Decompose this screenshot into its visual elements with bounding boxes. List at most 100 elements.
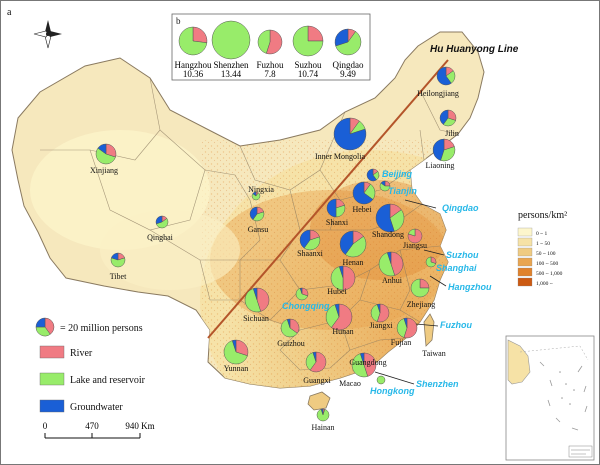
province-pie-shandong bbox=[376, 204, 404, 232]
province-label-anhui: Anhui bbox=[382, 276, 403, 285]
density-swatch-5 bbox=[518, 278, 532, 286]
inset-city-value-shenzhen: 13.44 bbox=[221, 69, 242, 79]
province-pie-qinghai bbox=[156, 216, 168, 228]
density-swatch-3 bbox=[518, 258, 532, 266]
province-pie-jiangxi bbox=[371, 304, 389, 322]
province-pie-guangxi bbox=[306, 352, 326, 372]
city-label-chongqing: Chongqing bbox=[282, 301, 330, 311]
density-class-label-4: 500 ~ 1,000 bbox=[536, 271, 563, 277]
province-pie-zhejiang bbox=[411, 279, 429, 297]
province-label-gansu: Gansu bbox=[248, 225, 268, 234]
density-legend-title: persons/km² bbox=[518, 210, 567, 221]
province-label-shandong: Shandong bbox=[372, 230, 404, 239]
inset-city-value-fuzhou: 7.8 bbox=[264, 69, 276, 79]
city-label-suzhou: Suzhou bbox=[446, 250, 479, 260]
province-label-fujian: Fujian bbox=[391, 338, 411, 347]
city-label-shenzhen: Shenzhen bbox=[416, 379, 459, 389]
density-swatch-2 bbox=[518, 248, 532, 256]
province-pie-shanghai bbox=[426, 257, 436, 267]
city-label-qingdao: Qingdao bbox=[442, 203, 479, 213]
province-pie-guizhou bbox=[281, 319, 299, 337]
province-label-tibet: Tibet bbox=[110, 272, 127, 281]
map-figure: Hu Huanyong Line a b Hangzhou 10.36 Shenzh… bbox=[0, 0, 600, 465]
inset-pie-shenzhen bbox=[212, 21, 250, 59]
province-label-hebei: Hebei bbox=[352, 205, 372, 214]
legend-example-pie bbox=[36, 318, 54, 336]
province-label-shaanxi: Shaanxi bbox=[297, 249, 324, 258]
province-label-yunnan: Yunnan bbox=[224, 364, 248, 373]
province-label-heilongjiang: Heilongjiang bbox=[417, 89, 459, 98]
hongkong-pie bbox=[377, 376, 385, 384]
province-label-jiangxi: Jiangxi bbox=[369, 321, 393, 330]
province-pie-heilongjiang bbox=[437, 67, 455, 85]
density-swatch-4 bbox=[518, 268, 532, 276]
province-label-guangdong: Guangdong bbox=[349, 358, 386, 367]
china-water-source-map: Hu Huanyong Line a b Hangzhou10.36Shenzh… bbox=[0, 0, 600, 465]
province-label-jiangsu: Jiangsu bbox=[403, 241, 427, 250]
province-label-jilin: Jilin bbox=[445, 129, 459, 138]
city-label-fuzhou: Fuzhou bbox=[440, 320, 472, 330]
province-label-guangxi: Guangxi bbox=[303, 376, 331, 385]
panel-label: a bbox=[7, 7, 12, 18]
density-swatch-0 bbox=[518, 228, 532, 236]
province-label-shanxi: Shanxi bbox=[326, 218, 349, 227]
density-class-label-1: 1 ~ 50 bbox=[536, 241, 550, 247]
province-pie-henan bbox=[340, 231, 366, 257]
city-label-hongkong: Hongkong bbox=[370, 386, 415, 396]
province-label-sichuan: Sichuan bbox=[243, 314, 269, 323]
inset-pie-shenzhen-lake-slice bbox=[212, 21, 250, 59]
province-label-ningxia: Ningxia bbox=[248, 185, 274, 194]
inset-label: b bbox=[176, 16, 181, 26]
legend-swatch-groundwater bbox=[40, 400, 64, 412]
city-label-hangzhou: Hangzhou bbox=[448, 282, 492, 292]
south-china-sea-inset bbox=[506, 336, 594, 460]
inset-city-value-hangzhou: 10.36 bbox=[183, 69, 204, 79]
province-label-qinghai: Qinghai bbox=[147, 233, 174, 242]
density-class-label-3: 100 ~ 500 bbox=[536, 261, 558, 267]
province-label-taiwan: Taiwan bbox=[422, 349, 445, 358]
province-label-liaoning: Liaoning bbox=[426, 161, 455, 170]
density-class-label-5: 1,000 ~ bbox=[536, 281, 553, 287]
province-pie-gansu bbox=[250, 207, 264, 221]
density-swatch-1 bbox=[518, 238, 532, 246]
city-label-shanghai: Shanghai bbox=[436, 263, 477, 273]
inset-city-value-suzhou: 10.74 bbox=[298, 69, 319, 79]
inset-pie-qingdao bbox=[335, 29, 361, 55]
scale-tick-470: 470 bbox=[85, 421, 99, 431]
density-class-label-0: 0 ~ 1 bbox=[536, 231, 547, 237]
province-pie-inner-mongolia bbox=[334, 118, 366, 150]
scale-tick-940: 940 Km bbox=[125, 421, 154, 431]
province-pie-yunnan bbox=[224, 340, 248, 364]
legend-swatch-river bbox=[40, 346, 64, 358]
hongkong-pie-lake-slice bbox=[377, 376, 385, 384]
province-pie-jilin bbox=[440, 110, 456, 126]
province-label-henan: Henan bbox=[343, 258, 364, 267]
scale-tick-0: 0 bbox=[43, 421, 48, 431]
province-pie-hebei bbox=[353, 182, 375, 204]
province-pie-xinjiang bbox=[96, 144, 116, 164]
province-label-guizhou: Guizhou bbox=[277, 339, 305, 348]
province-label-xinjiang: Xinjiang bbox=[90, 166, 118, 175]
province-label-hainan: Hainan bbox=[311, 423, 334, 432]
inset-pie-fuzhou bbox=[258, 30, 282, 54]
city-label-beijing: Beijing bbox=[382, 169, 413, 179]
province-pie-liaoning bbox=[433, 139, 455, 161]
province-label-macao: Macao bbox=[339, 379, 361, 388]
province-label-inner-mongolia: Inner Mongolia bbox=[315, 152, 365, 161]
legend-label-lake-and-reservoir: Lake and reservoir bbox=[70, 375, 146, 386]
province-pie-anhui bbox=[379, 252, 403, 276]
province-pie-shaanxi bbox=[300, 230, 320, 250]
province-pie-hainan bbox=[317, 409, 329, 421]
legend-label-river: River bbox=[70, 348, 93, 359]
city-label-tianjin: Tianjin bbox=[388, 186, 417, 196]
inset-pie-suzhou bbox=[293, 26, 323, 56]
province-pie-sichuan bbox=[245, 288, 269, 312]
province-pie-chongqing bbox=[296, 288, 308, 300]
province-pie-fujian bbox=[397, 318, 417, 338]
inset-pie-hangzhou bbox=[179, 27, 207, 55]
density-class-label-2: 50 ~ 100 bbox=[536, 251, 556, 257]
inset-credit-box bbox=[569, 446, 592, 457]
pie-size-note: = 20 million persons bbox=[60, 323, 143, 334]
province-pie-beijing bbox=[367, 169, 379, 181]
